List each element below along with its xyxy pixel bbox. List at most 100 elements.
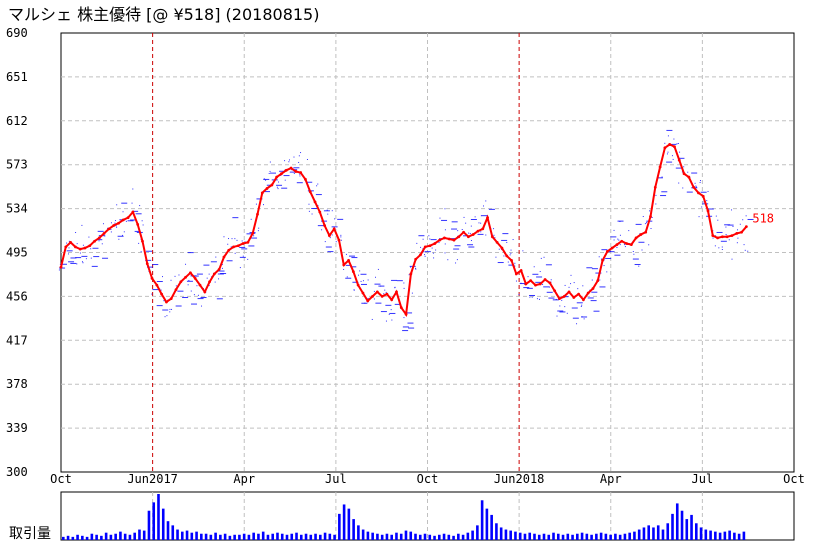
trade-dot <box>619 244 621 246</box>
volume-bar <box>604 533 608 540</box>
volume-bar <box>76 534 79 540</box>
trade-dot <box>306 158 308 160</box>
volume-bar <box>580 532 584 540</box>
volume-bar <box>742 531 746 540</box>
trade-dot <box>573 282 575 284</box>
trade-dot <box>548 286 550 288</box>
price-point <box>476 229 480 233</box>
trade-dot <box>284 179 286 181</box>
volume-bar <box>128 534 132 540</box>
price-point <box>519 269 523 272</box>
price-point <box>720 235 724 239</box>
volume-bar <box>123 533 127 540</box>
price-point <box>697 191 700 195</box>
trade-dot <box>559 305 561 307</box>
trade-dot <box>619 234 621 236</box>
volume-bar <box>585 533 589 540</box>
volume-bar <box>437 534 441 540</box>
price-point <box>102 231 106 235</box>
trade-dot <box>416 242 418 244</box>
trade-dot <box>613 229 615 231</box>
volume-bar <box>228 535 232 540</box>
trade-dot <box>188 279 190 281</box>
volume-bar <box>723 531 727 540</box>
trade-dot <box>185 263 187 265</box>
trade-dot <box>104 235 106 237</box>
volume-bar <box>290 533 294 540</box>
volume-bar <box>476 525 479 540</box>
price-point <box>270 183 274 187</box>
trade-dot <box>385 291 387 293</box>
trade-dot <box>90 257 92 259</box>
volume-bar <box>62 536 65 540</box>
trade-dot <box>420 246 422 248</box>
volume-bar <box>637 529 641 540</box>
volume-bar <box>200 533 203 540</box>
price-point <box>548 281 552 285</box>
trade-dot <box>641 249 643 251</box>
trade-dot <box>268 172 270 174</box>
trade-dot <box>227 243 229 245</box>
price-point <box>649 215 652 218</box>
y-tick-label: 651 <box>6 70 28 84</box>
trade-dot <box>591 268 598 270</box>
price-point <box>174 288 178 292</box>
volume-bar <box>366 531 370 540</box>
volume-bar <box>171 525 175 540</box>
trade-dot <box>707 190 709 192</box>
trade-dot <box>422 238 424 240</box>
trade-dot <box>603 259 605 261</box>
trade-dot <box>66 250 73 252</box>
trade-dot <box>278 181 280 183</box>
price-point <box>342 263 346 267</box>
trade-dot <box>178 274 180 276</box>
price-point <box>395 290 398 294</box>
trade-dot <box>556 315 558 317</box>
trade-dot <box>208 273 210 275</box>
trade-dot <box>114 220 116 222</box>
price-point <box>236 244 240 248</box>
trade-dot <box>533 266 535 268</box>
price-point <box>744 225 748 229</box>
volume-bar <box>285 534 289 540</box>
trade-dot <box>661 176 663 178</box>
price-point <box>471 233 475 236</box>
trade-dot <box>92 247 99 249</box>
trade-dot <box>435 249 437 251</box>
trade-dot <box>300 152 302 154</box>
trade-dot <box>152 289 159 291</box>
trade-dot <box>171 308 173 310</box>
trade-dot <box>383 293 385 295</box>
trade-dot <box>226 260 233 262</box>
trade-dot <box>385 304 392 306</box>
price-point <box>505 254 509 258</box>
trade-dot <box>666 161 673 163</box>
price-point <box>64 245 68 249</box>
trade-dot <box>96 239 103 241</box>
volume-bar <box>666 523 670 540</box>
volume-bar <box>709 530 712 540</box>
trade-dot <box>485 234 487 236</box>
trade-dot <box>616 246 618 248</box>
volume-bar <box>642 527 646 540</box>
trade-dot <box>201 305 203 307</box>
trade-dot <box>700 191 707 193</box>
volume-bar <box>647 525 651 540</box>
trade-dot <box>337 218 344 220</box>
volume-bar <box>504 529 508 540</box>
trade-dot <box>97 230 104 232</box>
trade-dot <box>241 240 243 242</box>
volume-bar <box>423 533 427 540</box>
price-point <box>625 242 628 245</box>
trade-dot <box>480 222 482 224</box>
volume-bar <box>104 532 108 540</box>
price-point <box>294 170 298 173</box>
trade-dot <box>698 216 700 218</box>
trade-dot <box>439 217 441 219</box>
trade-dot <box>737 237 739 239</box>
x-tick-label: Oct <box>783 472 805 486</box>
trade-dot <box>216 298 223 300</box>
trade-dot <box>175 305 182 307</box>
price-point <box>543 278 547 281</box>
trade-dot <box>743 244 745 246</box>
